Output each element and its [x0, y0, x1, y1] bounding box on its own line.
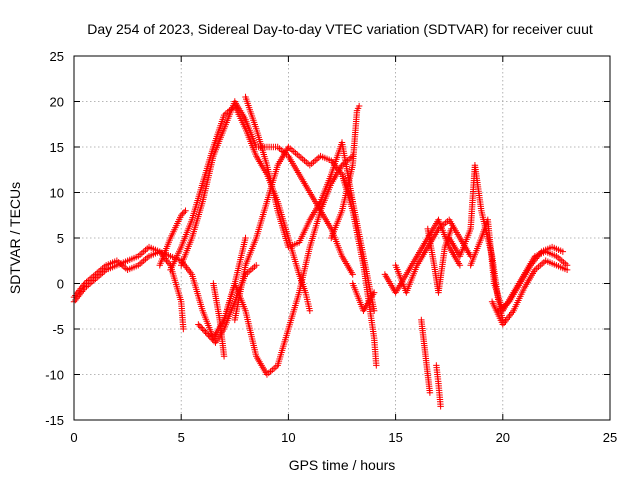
- data-point: [205, 331, 212, 339]
- series-arc-12: [338, 171, 380, 369]
- y-tick-label: 0: [57, 277, 64, 292]
- data-point: [253, 262, 260, 269]
- series-arc-8: [220, 152, 356, 378]
- x-tick-label: 20: [496, 430, 510, 445]
- x-tick-label: 25: [603, 430, 617, 445]
- x-axis-label: GPS time / hours: [289, 457, 396, 473]
- data-point: [559, 248, 567, 255]
- data-point: [426, 389, 434, 396]
- series-arc-17: [433, 362, 444, 410]
- series-arc-22: [495, 243, 567, 314]
- data-point: [456, 262, 464, 269]
- data-point: [208, 334, 215, 342]
- y-tick-label: 15: [50, 140, 64, 155]
- series-arc-13: [349, 280, 378, 314]
- data-point: [370, 289, 378, 296]
- series-arc-3: [156, 207, 189, 269]
- series-arc-18: [424, 225, 455, 296]
- data-point: [209, 336, 216, 343]
- data-point: [242, 234, 249, 242]
- x-tick-label: 0: [70, 430, 77, 445]
- data-point: [202, 328, 209, 336]
- data-point: [180, 325, 187, 333]
- x-tick-label: 5: [178, 430, 185, 445]
- y-tick-label: 20: [50, 95, 64, 110]
- x-tick-label: 10: [281, 430, 295, 445]
- chart-title: Day 254 of 2023, Sidereal Day-to-day VTE…: [87, 21, 593, 37]
- series-arc-4: [167, 102, 314, 314]
- data-points: [70, 93, 571, 410]
- data-point: [373, 362, 380, 369]
- series-arc-9: [231, 143, 356, 324]
- y-axis-label: SDTVAR / TECUs: [7, 182, 23, 294]
- axes: 0 5 10 15 20 25 -15 -10 -5 0 5 10 15 20 25: [45, 49, 617, 445]
- grid-lines: [74, 56, 610, 420]
- data-point: [206, 333, 213, 340]
- data-point: [180, 209, 188, 216]
- series-arc-16: [418, 316, 434, 396]
- data-point: [198, 324, 205, 331]
- data-point: [349, 271, 356, 278]
- data-point: [179, 210, 186, 217]
- data-point: [306, 307, 314, 314]
- data-point: [220, 353, 228, 360]
- data-point: [355, 102, 363, 110]
- data-point: [448, 225, 455, 233]
- data-point: [182, 207, 189, 214]
- data-point: [203, 330, 211, 337]
- data-point: [199, 325, 206, 333]
- data-point: [200, 327, 208, 334]
- data-point: [196, 322, 203, 330]
- y-tick-label: -15: [45, 413, 64, 428]
- y-tick-label: -10: [45, 368, 64, 383]
- series-arc-2: [70, 243, 187, 333]
- y-tick-label: 5: [57, 231, 64, 246]
- data-point: [437, 403, 444, 410]
- series-arc-10: [242, 93, 378, 314]
- data-point: [195, 321, 202, 328]
- y-tick-label: -5: [52, 322, 64, 337]
- series-arc-7: [210, 280, 228, 360]
- series-arc-21: [488, 257, 571, 328]
- data-point: [370, 307, 378, 314]
- y-tick-label: 10: [50, 186, 64, 201]
- series-arc-19: [446, 162, 506, 324]
- data-point: [563, 266, 571, 274]
- data-point: [178, 212, 185, 219]
- x-tick-label: 15: [388, 430, 402, 445]
- y-tick-label: 25: [50, 49, 64, 64]
